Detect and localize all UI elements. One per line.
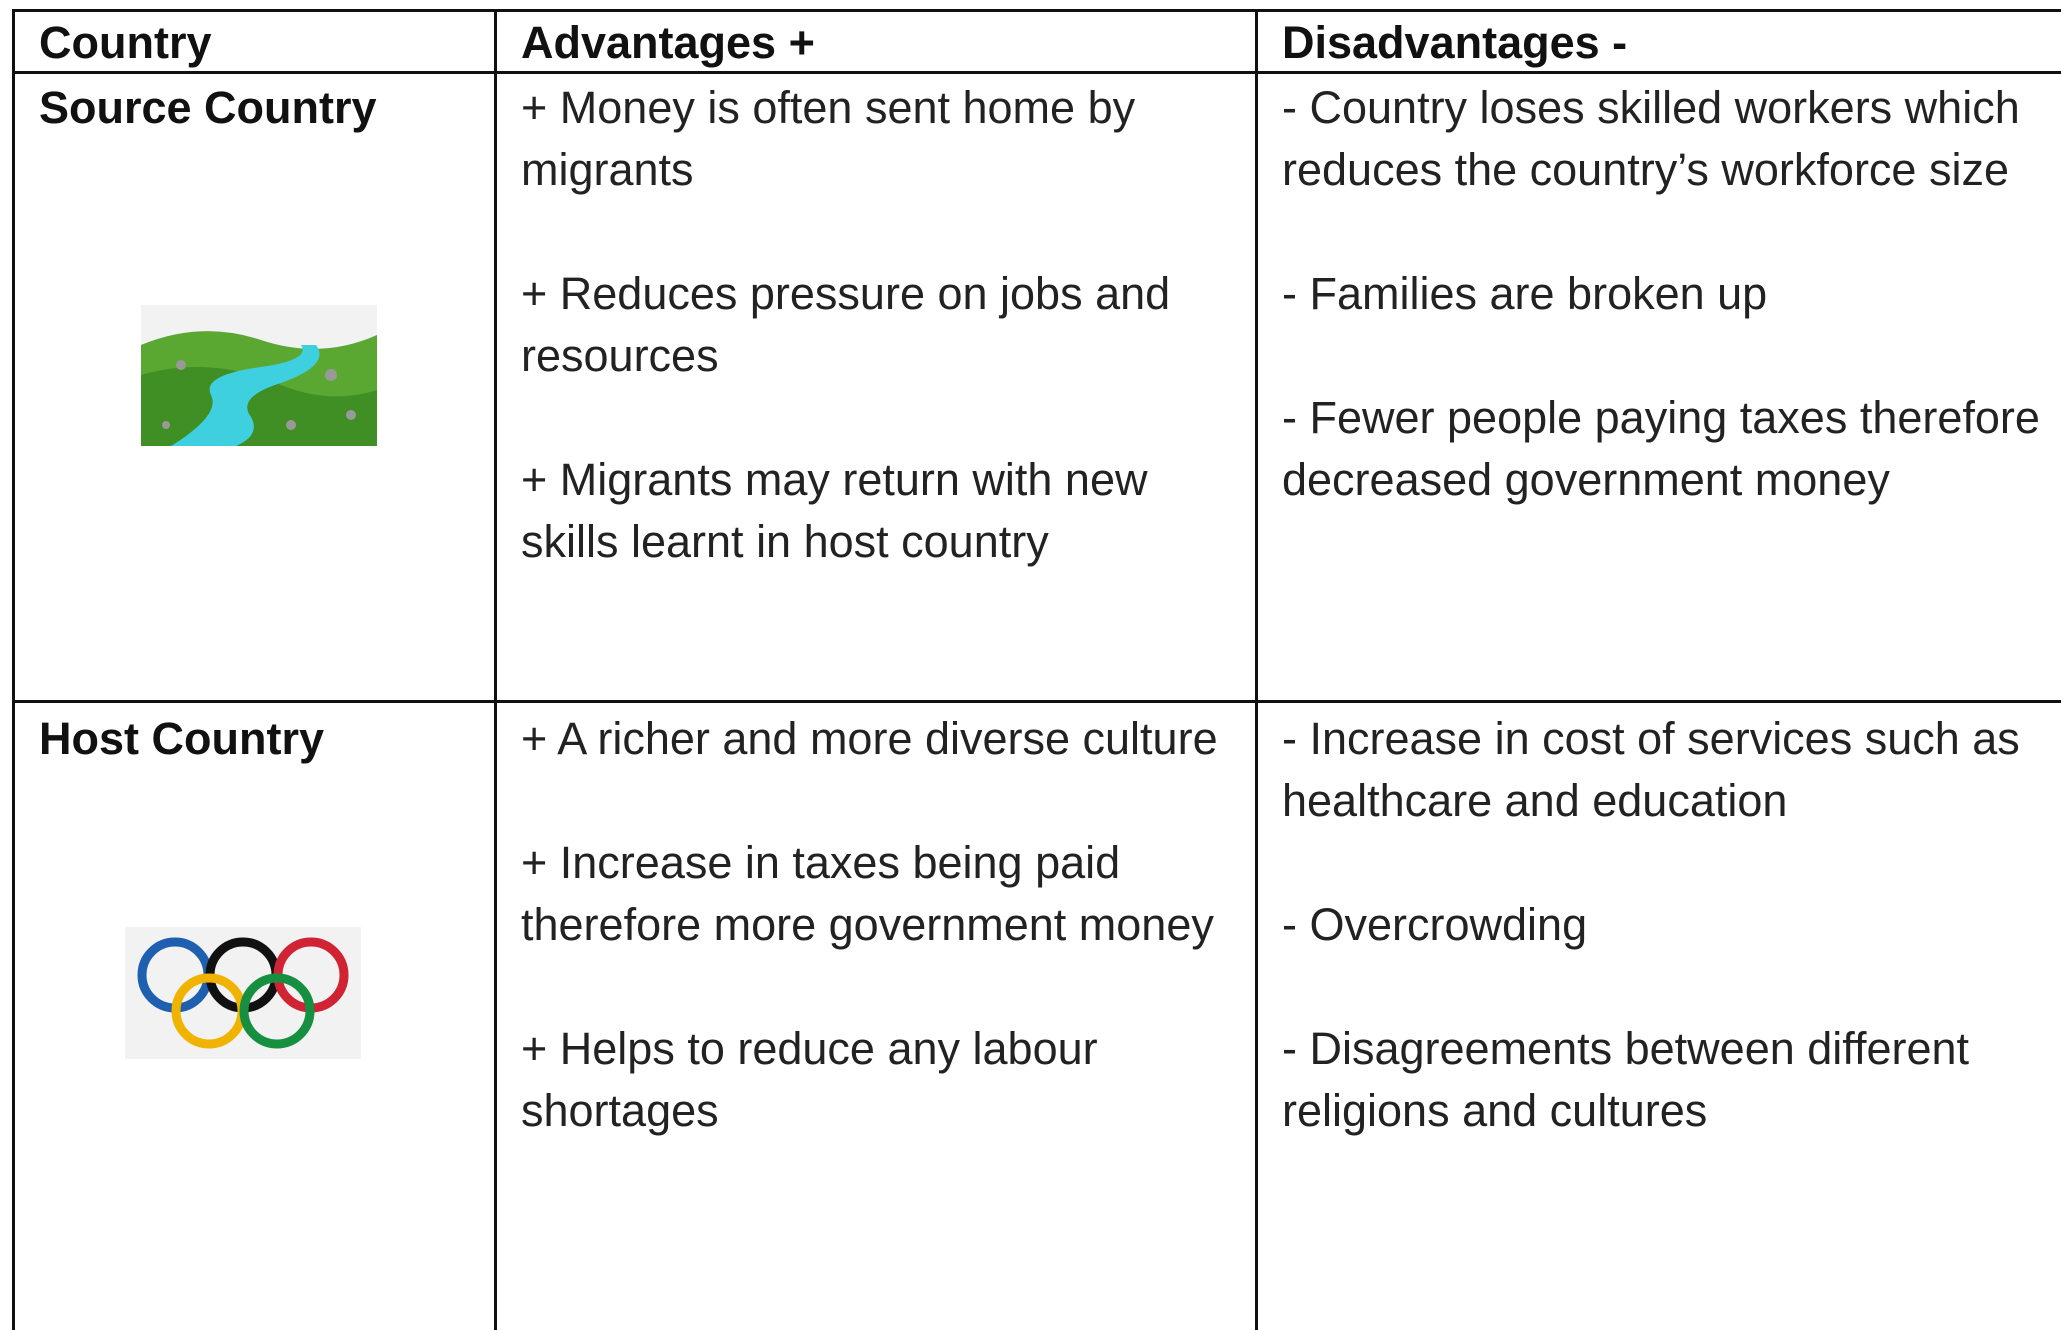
- disadvantage: - Disagreements between different religi…: [1282, 1023, 1970, 1136]
- border-top: [13, 9, 2061, 12]
- olympic-rings-icon: [125, 927, 361, 1059]
- advantage: + Migrants may return with new skills le…: [521, 454, 1148, 567]
- country-label: Source Country: [39, 82, 377, 133]
- disadvantage: - Families are broken up: [1282, 268, 1768, 319]
- header-rule: [13, 71, 2061, 74]
- landscape-icon: [141, 305, 377, 446]
- advantage: + Money is often sent home by migrants: [521, 82, 1136, 195]
- advantages-cell: + Money is often sent home by migrants +…: [521, 77, 1241, 635]
- disadvantage: - Country loses skilled workers which re…: [1282, 82, 2020, 195]
- column-rule: [494, 9, 497, 1330]
- column-rule: [1255, 9, 1258, 1330]
- country-label: Host Country: [39, 713, 324, 764]
- disadvantages-cell: - Increase in cost of services such as h…: [1282, 708, 2052, 1204]
- disadvantages-cell: - Country loses skilled workers which re…: [1282, 77, 2052, 573]
- advantage: + Reduces pressure on jobs and resources: [521, 268, 1171, 381]
- advantages-cell: + A richer and more diverse culture + In…: [521, 708, 1241, 1204]
- header-cell: Advantages +: [521, 17, 815, 68]
- advantage: + Increase in taxes being paid therefore…: [521, 837, 1214, 950]
- header-cell: Disadvantages -: [1282, 17, 1628, 68]
- header-cell: Country: [39, 17, 212, 68]
- border-left: [12, 9, 15, 1330]
- disadvantage: - Overcrowding: [1282, 899, 1588, 950]
- advantage: + Helps to reduce any labour shortages: [521, 1023, 1098, 1136]
- disadvantage: - Fewer people paying taxes therefore de…: [1282, 392, 2040, 505]
- advantage: + A richer and more diverse culture: [521, 713, 1218, 764]
- row-rule: [13, 700, 2061, 703]
- disadvantage: - Increase in cost of services such as h…: [1282, 713, 2020, 826]
